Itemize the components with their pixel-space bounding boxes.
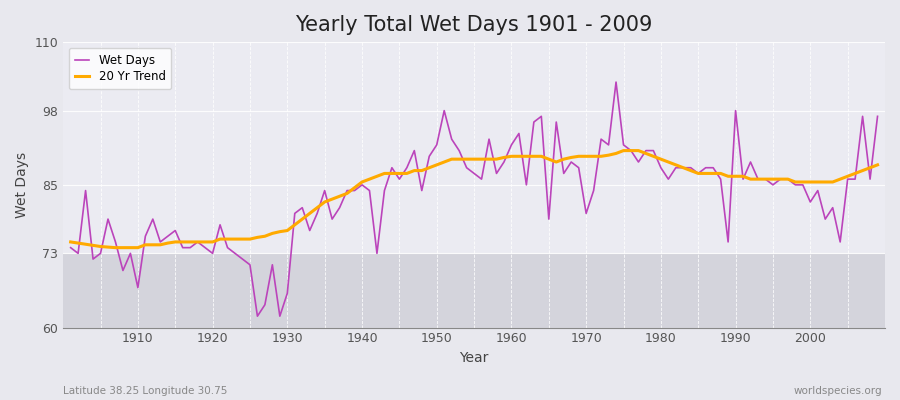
Wet Days — [342, 188, 353, 193]
20 Yr Trend — [618, 148, 629, 153]
Wet Days — [252, 314, 263, 318]
20 Yr Trend — [110, 245, 121, 250]
20 Yr Trend — [514, 154, 525, 159]
Line: Wet Days: Wet Days — [70, 82, 878, 316]
Wet Days — [125, 251, 136, 256]
20 Yr Trend — [132, 245, 143, 250]
Bar — [63, 253, 885, 328]
20 Yr Trend — [603, 153, 614, 158]
20 Yr Trend — [506, 154, 517, 159]
20 Yr Trend — [65, 240, 76, 244]
Wet Days — [514, 131, 525, 136]
20 Yr Trend — [342, 191, 353, 196]
Wet Days — [506, 142, 517, 147]
Text: Latitude 38.25 Longitude 30.75: Latitude 38.25 Longitude 30.75 — [63, 386, 228, 396]
Wet Days — [610, 80, 621, 84]
X-axis label: Year: Year — [459, 351, 489, 365]
Line: 20 Yr Trend: 20 Yr Trend — [70, 150, 878, 248]
Wet Days — [297, 205, 308, 210]
Wet Days — [872, 114, 883, 119]
Bar — [63, 42, 885, 253]
Wet Days — [65, 245, 76, 250]
20 Yr Trend — [297, 217, 308, 222]
Legend: Wet Days, 20 Yr Trend: Wet Days, 20 Yr Trend — [69, 48, 172, 89]
Text: worldspecies.org: worldspecies.org — [794, 386, 882, 396]
Wet Days — [603, 142, 614, 147]
20 Yr Trend — [872, 162, 883, 167]
Y-axis label: Wet Days: Wet Days — [15, 152, 29, 218]
Title: Yearly Total Wet Days 1901 - 2009: Yearly Total Wet Days 1901 - 2009 — [295, 15, 652, 35]
